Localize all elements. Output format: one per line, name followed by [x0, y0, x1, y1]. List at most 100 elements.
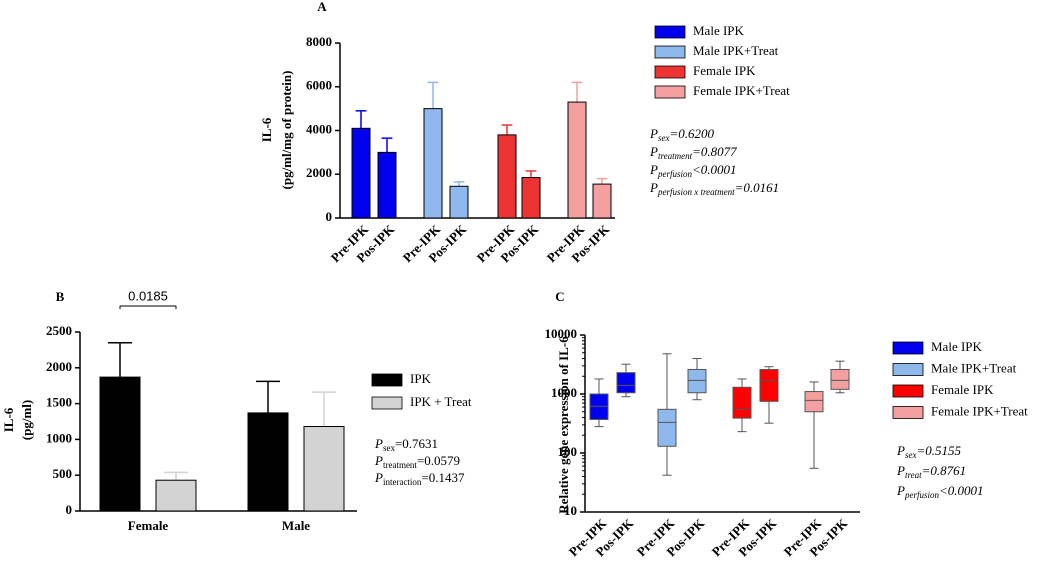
stat-value: <0.0001: [939, 483, 984, 498]
bar: [567, 101, 587, 219]
stat-p: P: [649, 180, 658, 195]
legend-label: Female IPK: [931, 382, 994, 397]
stat-p: P: [374, 470, 383, 485]
panel-title: A: [317, 0, 327, 14]
stat-p: P: [649, 162, 658, 177]
box: [759, 369, 779, 402]
y-tick-label: 500: [53, 466, 73, 481]
bar: [247, 412, 289, 512]
y-tick-label: 10000: [545, 326, 578, 341]
stat-value: <0.0001: [692, 162, 737, 177]
stat-subscript: treatment: [658, 151, 693, 161]
stat-p: P: [896, 483, 905, 498]
y-tick-label: 6000: [306, 78, 332, 93]
y-tick-label: 2000: [46, 359, 72, 374]
stat-value: =0.8077: [692, 144, 737, 159]
stat-p: P: [649, 126, 658, 141]
y-axis-label-line: IL-6: [1, 407, 16, 432]
stat-annotation: Ptreatment=0.8077: [649, 144, 737, 161]
box: [830, 369, 850, 390]
stat-p: P: [374, 453, 383, 468]
box: [732, 386, 752, 419]
y-tick-label: 2000: [306, 165, 332, 180]
stat-p: P: [896, 463, 905, 478]
stat-subscript: perfusion x treatment: [657, 187, 735, 197]
stat-subscript: perfusion: [657, 169, 693, 179]
box: [687, 369, 707, 394]
stat-subscript: treatment: [383, 460, 417, 470]
box: [657, 408, 677, 447]
y-tick-label: 1000: [551, 385, 577, 400]
stat-annotation: Psex=0.7631: [374, 436, 438, 453]
bar: [423, 108, 443, 219]
stat-annotation: Ptreat=0.8761: [896, 463, 966, 480]
box: [616, 372, 636, 394]
legend-swatch: [371, 396, 403, 410]
stat-annotation: Pperfusion x treatment=0.0161: [649, 180, 779, 197]
legend-label: Male IPK+Treat: [693, 43, 779, 58]
y-axis-label-line: IL-6: [259, 117, 274, 142]
legend-label: IPK + Treat: [410, 394, 472, 409]
bar: [449, 185, 469, 219]
legend-swatch: [654, 45, 686, 59]
x-tick-label: Male: [282, 518, 310, 533]
bar: [351, 127, 371, 219]
stat-value: =0.0579: [417, 453, 460, 468]
y-axis-label: IL-6 (pg/ml): [1, 400, 34, 440]
bar: [497, 134, 517, 219]
legend-label: Female IPK+Treat: [931, 403, 1028, 418]
y-axis-label: IL-6 (pg/ml/mg of protein): [259, 71, 294, 190]
stat-subscript: treat: [905, 470, 922, 480]
y-tick-label: 1000: [46, 430, 72, 445]
y-axis-label-line: Relative gene expression of IL-6: [556, 336, 571, 514]
stat-value: =0.7631: [395, 436, 438, 451]
y-tick-label: 8000: [306, 34, 332, 49]
stat-subscript: sex: [905, 450, 917, 460]
legend-label: IPK: [410, 371, 432, 386]
stat-subscript: sex: [658, 133, 670, 143]
legend-swatch: [654, 65, 686, 79]
legend-label: Male IPK+Treat: [931, 360, 1017, 375]
y-axis-label: Relative gene expression of IL-6: [556, 336, 571, 514]
legend-swatch: [654, 25, 686, 39]
y-tick-label: 1500: [46, 395, 72, 410]
stat-value: =0.0161: [735, 180, 780, 195]
stat-value: =0.1437: [421, 470, 465, 485]
stat-annotation: Pinteraction=0.1437: [374, 470, 465, 487]
y-tick-label: 10: [564, 503, 577, 518]
bar: [521, 177, 541, 219]
stat-value: =0.6200: [669, 126, 714, 141]
significance-label: 0.0185: [128, 288, 168, 303]
panel-title: C: [555, 289, 564, 304]
stat-value: =0.8761: [922, 463, 967, 478]
y-tick-label: 4000: [306, 121, 332, 136]
legend-label: Female IPK: [693, 63, 756, 78]
y-tick-label: 2500: [46, 323, 72, 338]
stat-annotation: Ptreatment=0.0579: [374, 453, 460, 470]
x-tick-label: Female: [128, 518, 169, 533]
legend-swatch: [892, 341, 924, 355]
stat-p: P: [374, 436, 383, 451]
y-tick-label: 0: [66, 502, 73, 517]
stat-value: =0.5155: [916, 443, 961, 458]
stat-annotation: Pperfusion<0.0001: [649, 162, 737, 179]
legend-label: Male IPK: [693, 23, 745, 38]
bar: [377, 151, 397, 219]
panel-title: B: [56, 289, 65, 304]
box: [804, 391, 824, 413]
stat-subscript: interaction: [383, 477, 422, 487]
y-tick-label: 0: [326, 209, 333, 224]
bar: [303, 426, 345, 512]
legend-swatch: [371, 373, 403, 387]
legend-swatch: [654, 85, 686, 99]
bar: [155, 479, 197, 512]
y-tick-label: 100: [558, 444, 578, 459]
y-axis-label-line: (pg/ml): [19, 400, 34, 440]
stat-subscript: perfusion: [904, 490, 940, 500]
legend-label: Female IPK+Treat: [693, 83, 790, 98]
stat-subscript: sex: [383, 443, 395, 453]
stat-p: P: [896, 443, 905, 458]
legend-swatch: [892, 384, 924, 398]
y-axis-label-line: (pg/ml/mg of protein): [279, 71, 294, 190]
